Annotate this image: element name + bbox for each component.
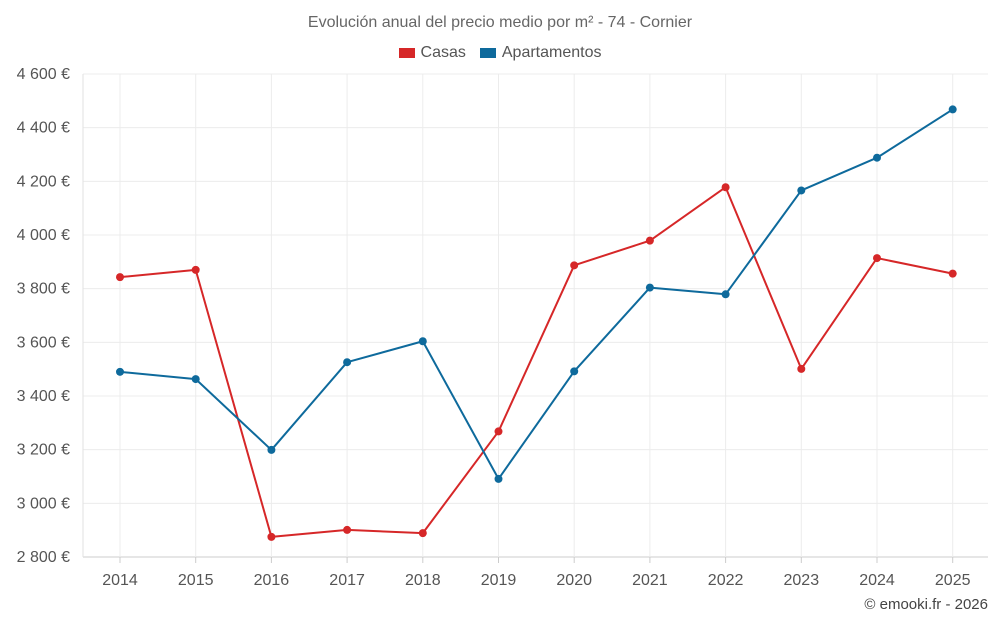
legend-swatch-casas [398,48,415,58]
x-tick-label: 2024 [859,572,895,589]
data-point-casas-2015 [191,265,200,274]
y-tick-label: 4 600 € [17,66,70,83]
y-tick-label: 3 400 € [17,388,70,405]
data-point-apartamentos-2025 [948,105,957,114]
data-point-apartamentos-2024 [873,153,881,162]
legend-item-apartamentos[interactable]: Apartamentos [479,44,602,62]
series-line-casas [119,186,953,538]
data-point-casas-2024 [873,254,881,263]
credit: © emooki.fr - 2026 [864,596,988,613]
data-point-casas-2018 [418,529,427,538]
x-tick-label: 2017 [329,572,365,589]
y-tick-label: 4 200 € [17,173,70,190]
chart-title: Evolución anual del precio medio por m² … [307,14,693,31]
data-point-apartamentos-2017 [343,358,352,367]
data-point-apartamentos-2023 [797,186,806,195]
x-tick-label: 2015 [178,572,214,589]
data-point-apartamentos-2020 [570,367,579,376]
y-tick-label: 3 600 € [17,334,70,351]
x-tick-label: 2020 [556,572,592,589]
x-tick-label: 2022 [708,572,744,589]
x-tick-label: 2025 [935,572,971,589]
y-tick-label: 3 800 € [17,281,70,298]
data-point-casas-2014 [116,273,124,282]
axes: 2 800 € 3 000 € 3 200 € 3 400 € 3 600 € 3 800… [17,66,971,589]
x-tick-label: 2021 [632,572,668,589]
data-point-casas-2023 [797,364,806,373]
data-point-casas-2025 [948,269,957,278]
data-point-apartamentos-2018 [418,337,427,346]
legend-label-apartamentos: Apartamentos [501,44,602,61]
data-point-casas-2016 [267,532,276,541]
x-tick-label: 2014 [102,572,138,589]
data-point-casas-2021 [645,236,654,245]
grid [83,73,988,558]
data-point-casas-2017 [343,525,352,534]
legend-swatch-apartamentos [479,48,496,58]
y-tick-label: 4 400 € [17,120,70,137]
data-point-casas-2020 [570,261,579,270]
x-tick-label: 2023 [784,572,820,589]
y-tick-label: 3 000 € [17,495,70,512]
data-point-casas-2019 [494,427,503,436]
data-point-apartamentos-2015 [191,375,200,384]
legend: Casas Apartamentos [0,44,1000,62]
y-tick-label: 3 200 € [17,442,70,459]
x-tick-label: 2019 [481,572,517,589]
x-tick-label: 2016 [254,572,290,589]
x-tick-label: 2018 [405,572,441,589]
y-tick-label: 4 000 € [17,227,70,244]
y-tick-label: 2 800 € [17,549,70,566]
data-point-apartamentos-2019 [494,474,503,483]
legend-item-casas[interactable]: Casas [398,44,466,62]
data-point-casas-2022 [721,183,730,192]
series [116,105,957,541]
series-line-apartamentos [119,108,954,480]
data-point-apartamentos-2021 [645,283,654,292]
data-point-apartamentos-2016 [267,445,276,454]
data-point-apartamentos-2014 [116,367,124,376]
legend-label-casas: Casas [420,44,466,61]
data-point-apartamentos-2022 [721,290,730,299]
